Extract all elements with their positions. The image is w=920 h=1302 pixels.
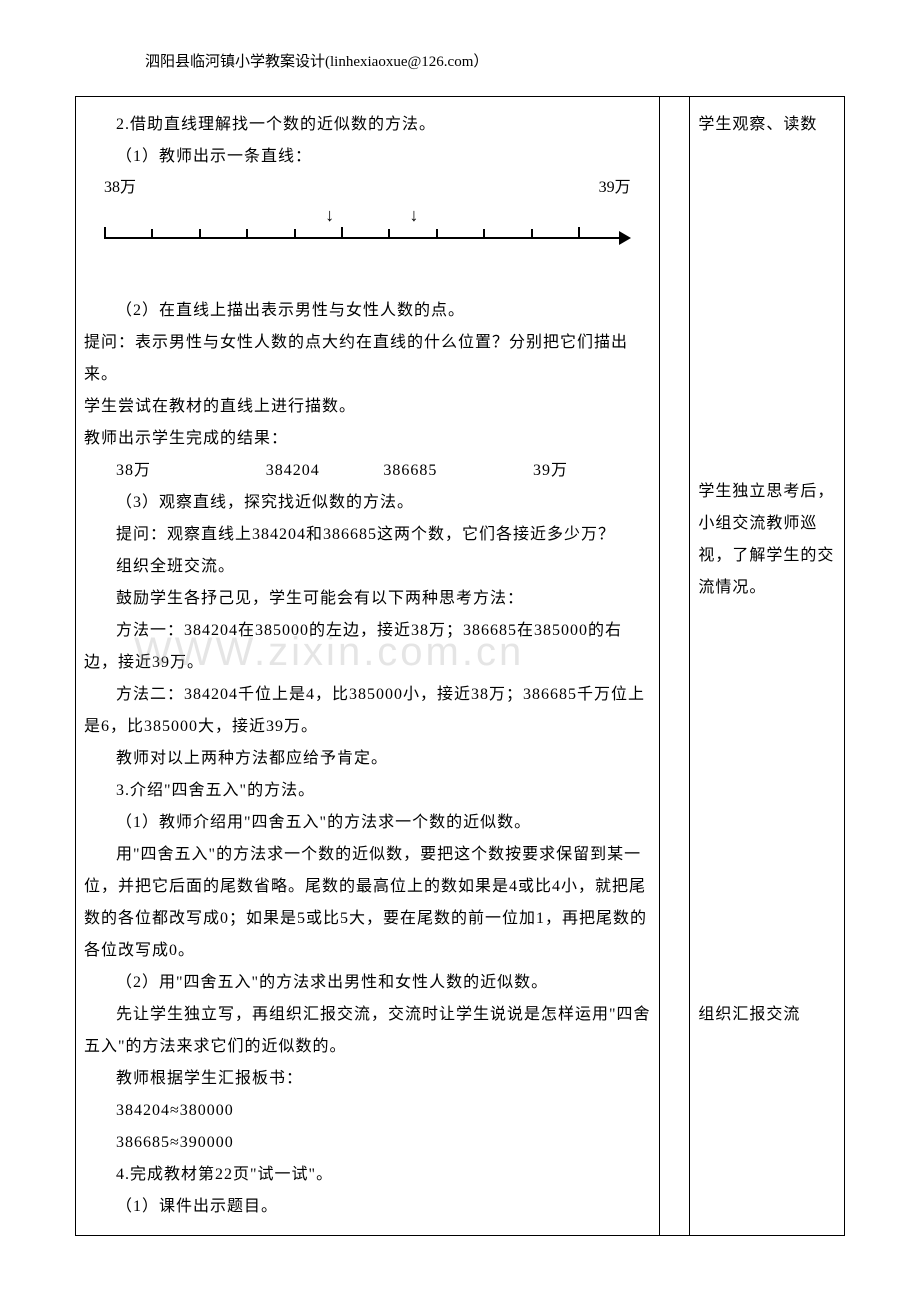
text-line: 提问：表示男性与女性人数的点大约在直线的什么位置？分别把它们描出来。 <box>84 327 651 391</box>
text-line: 384204≈380000 <box>84 1095 651 1127</box>
note-block: 组织汇报交流 <box>698 999 836 1031</box>
text-line: 2.借助直线理解找一个数的近似数的方法。 <box>84 109 651 141</box>
nl-baseline <box>104 237 621 239</box>
arrow-down-icon: ↓ <box>409 205 418 226</box>
value: 38万 <box>116 455 266 487</box>
note-block: 学生独立思考后，小组交流教师巡视，了解学生的交流情况。 <box>698 476 836 604</box>
nl-tick <box>436 229 438 239</box>
left-column: 2.借助直线理解找一个数的近似数的方法。 （1）教师出示一条直线： 38万 39… <box>76 97 660 1235</box>
text-line: 386685≈390000 <box>84 1127 651 1159</box>
note-block: 学生观察、读数 <box>698 109 836 141</box>
text-line: （1）教师介绍用"四舍五入"的方法求一个数的近似数。 <box>84 807 651 839</box>
numberline-labels: 38万 39万 <box>84 173 651 197</box>
text-line: （3）观察直线，探究找近似数的方法。 <box>84 487 651 519</box>
right-column: 学生观察、读数 学生独立思考后，小组交流教师巡视，了解学生的交流情况。 组织汇报… <box>690 97 844 1235</box>
nl-tick <box>483 229 485 239</box>
value: 384204 <box>266 455 384 487</box>
text-line: （1）教师出示一条直线： <box>84 141 651 173</box>
text-line: 3.介绍"四舍五入"的方法。 <box>84 775 651 807</box>
nl-end-label: 39万 <box>599 173 631 197</box>
nl-start-label: 38万 <box>104 173 136 197</box>
nl-tick <box>104 227 106 239</box>
text-line: 用"四舍五入"的方法求一个数的近似数，要把这个数按要求保留到某一位，并把它后面的… <box>84 839 651 967</box>
text-line: 教师出示学生完成的结果： <box>84 423 651 455</box>
value: 39万 <box>533 455 568 487</box>
text-line: 鼓励学生各抒己见，学生可能会有以下两种思考方法： <box>84 583 651 615</box>
text-line: 先让学生独立写，再组织汇报交流，交流时让学生说说是怎样运用"四舍五入"的方法来求… <box>84 999 651 1063</box>
nl-tick <box>341 227 343 239</box>
nl-tick <box>531 229 533 239</box>
page-header: 泗阳县临河镇小学教案设计(linhexiaoxue@126.com） <box>75 50 845 71</box>
nl-tick <box>388 229 390 239</box>
nl-tick <box>199 229 201 239</box>
nl-tick <box>294 229 296 239</box>
nl-tick <box>246 229 248 239</box>
text-line: 组织全班交流。 <box>84 551 651 583</box>
text-line: （2）在直线上描出表示男性与女性人数的点。 <box>84 295 651 327</box>
text-line: 学生尝试在教材的直线上进行描数。 <box>84 391 651 423</box>
middle-column <box>660 97 691 1235</box>
value: 386685 <box>383 455 533 487</box>
nl-tick <box>151 229 153 239</box>
main-table: 2.借助直线理解找一个数的近似数的方法。 （1）教师出示一条直线： 38万 39… <box>75 96 845 1236</box>
text-line: 教师根据学生汇报板书： <box>84 1063 651 1095</box>
text-line: 提问：观察直线上384204和386685这两个数，它们各接近多少万？ <box>84 519 651 551</box>
number-line-diagram: ↓ ↓ <box>104 205 631 265</box>
text-line: 方法一：384204在385000的左边，接近38万；386685在385000… <box>84 615 651 679</box>
nl-tick <box>578 227 580 239</box>
nl-axis <box>104 225 631 250</box>
text-line: 教师对以上两种方法都应给予肯定。 <box>84 743 651 775</box>
arrow-down-icon: ↓ <box>325 205 334 226</box>
text-line: （2）用"四舍五入"的方法求出男性和女性人数的近似数。 <box>84 967 651 999</box>
text-line: 方法二：384204千位上是4，比385000小，接近38万；386685千万位… <box>84 679 651 743</box>
text-line: 4.完成教材第22页"试一试"。 <box>84 1159 651 1191</box>
arrow-right-icon <box>619 231 631 245</box>
nl-arrow-row: ↓ ↓ <box>104 205 631 225</box>
data-row: 38万 384204 386685 39万 <box>84 455 651 487</box>
text-line: （1）课件出示题目。 <box>84 1191 651 1223</box>
